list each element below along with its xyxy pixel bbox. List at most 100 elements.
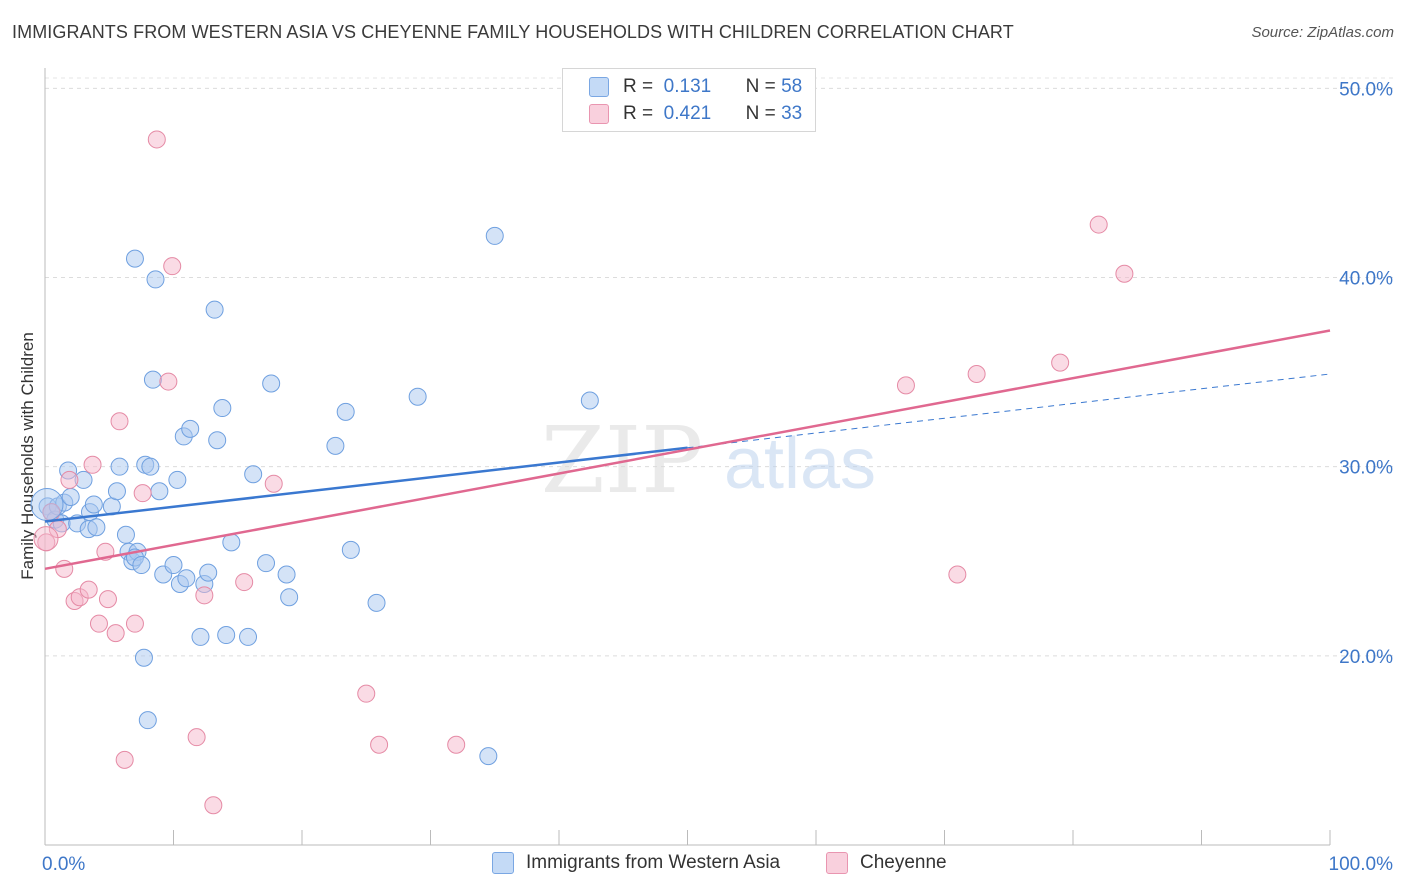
point-cheyenne-11 bbox=[98, 590, 117, 609]
point-cheyenne-edge bbox=[33, 526, 59, 552]
point-cheyenne-16 bbox=[133, 484, 152, 503]
point-western-asia-12 bbox=[84, 495, 103, 514]
point-western-asia-51 bbox=[326, 436, 345, 455]
point-western-asia-47 bbox=[257, 554, 276, 573]
r-label: R = bbox=[623, 76, 654, 97]
x-tick-label-max: 100.0% bbox=[1329, 854, 1394, 875]
point-western-asia-31 bbox=[164, 556, 183, 575]
point-western-asia-45 bbox=[239, 627, 258, 646]
point-cheyenne-14 bbox=[115, 750, 134, 769]
watermark-zip: ZIP bbox=[541, 407, 703, 514]
legend-swatch-pink bbox=[826, 852, 848, 874]
point-western-asia-26 bbox=[141, 457, 160, 476]
point-western-asia-29 bbox=[150, 482, 169, 501]
point-western-asia-35 bbox=[181, 419, 200, 438]
legend-row-western-asia: R = 0.131 N = 58 bbox=[589, 74, 802, 100]
y-tick-label-40: 40.0% bbox=[1339, 269, 1393, 290]
y-tick-label-20: 20.0% bbox=[1339, 647, 1393, 668]
point-western-asia-24 bbox=[134, 648, 153, 667]
point-western-asia-39 bbox=[199, 563, 218, 582]
point-cheyenne-4 bbox=[60, 470, 79, 489]
point-western-asia-52 bbox=[336, 402, 355, 421]
point-western-asia-57 bbox=[485, 226, 504, 245]
point-cheyenne-8 bbox=[83, 455, 102, 474]
point-cheyenne-21 bbox=[195, 586, 214, 605]
chart-title: IMMIGRANTS FROM WESTERN ASIA VS CHEYENNE… bbox=[12, 22, 1014, 42]
point-western-asia-48 bbox=[262, 374, 281, 393]
series-legend: Immigrants from Western Asia Cheyenne bbox=[0, 852, 1406, 878]
point-western-asia-41 bbox=[208, 431, 227, 450]
point-western-asia-27 bbox=[143, 370, 162, 389]
legend-item-cheyenne: Cheyenne bbox=[826, 852, 947, 874]
point-western-asia-7 bbox=[61, 487, 80, 506]
point-western-asia-edge bbox=[30, 488, 64, 522]
point-cheyenne-24 bbox=[264, 474, 283, 493]
trend-lines bbox=[44, 329, 1331, 571]
point-western-asia-32 bbox=[168, 470, 187, 489]
data-points bbox=[30, 130, 1134, 815]
axes bbox=[44, 68, 1331, 846]
point-western-asia-37 bbox=[191, 627, 210, 646]
point-western-asia-56 bbox=[479, 747, 498, 766]
point-cheyenne-13 bbox=[110, 412, 129, 431]
point-western-asia-50 bbox=[280, 588, 299, 607]
point-western-asia-17 bbox=[116, 525, 135, 544]
r-value: 0.421 bbox=[663, 103, 712, 124]
point-cheyenne-32 bbox=[1089, 215, 1108, 234]
point-western-asia-42 bbox=[213, 399, 232, 418]
n-value: 58 bbox=[781, 76, 803, 97]
legend-label: Cheyenne bbox=[860, 852, 947, 873]
correlation-legend: R = 0.131 N = 58 R = 0.421 N = 33 bbox=[562, 68, 816, 132]
point-cheyenne-25 bbox=[357, 684, 376, 703]
point-western-asia-23 bbox=[132, 556, 151, 575]
point-western-asia-13 bbox=[87, 518, 106, 537]
point-cheyenne-28 bbox=[896, 376, 915, 395]
x-tick-label-min: 0.0% bbox=[42, 854, 85, 875]
point-cheyenne-7 bbox=[79, 580, 98, 599]
point-cheyenne-19 bbox=[163, 257, 182, 276]
n-label: N = bbox=[745, 103, 776, 124]
point-western-asia-15 bbox=[107, 482, 126, 501]
legend-label: Immigrants from Western Asia bbox=[526, 852, 781, 873]
point-cheyenne-26 bbox=[370, 735, 389, 754]
point-cheyenne-9 bbox=[89, 614, 108, 633]
point-cheyenne-29 bbox=[948, 565, 967, 584]
point-cheyenne-15 bbox=[125, 614, 144, 633]
legend-swatch-pink bbox=[589, 104, 609, 124]
n-value: 33 bbox=[781, 103, 803, 124]
point-western-asia-53 bbox=[341, 540, 360, 559]
gridlines bbox=[45, 77, 1395, 657]
legend-row-cheyenne: R = 0.421 N = 33 bbox=[589, 101, 802, 127]
point-western-asia-54 bbox=[367, 593, 386, 612]
r-label: R = bbox=[623, 103, 654, 124]
y-tick-label-50: 50.0% bbox=[1339, 79, 1393, 100]
r-value: 0.131 bbox=[663, 76, 712, 97]
point-western-asia-20 bbox=[125, 249, 144, 268]
n-label: N = bbox=[745, 76, 776, 97]
point-cheyenne-18 bbox=[159, 372, 178, 391]
point-cheyenne-31 bbox=[1051, 353, 1070, 372]
point-cheyenne-23 bbox=[235, 573, 254, 592]
point-western-asia-55 bbox=[408, 387, 427, 406]
source-credit: Source: ZipAtlas.com bbox=[1251, 24, 1394, 41]
point-cheyenne-12 bbox=[106, 624, 125, 643]
point-cheyenne-22 bbox=[204, 796, 223, 815]
legend-item-western-asia: Immigrants from Western Asia bbox=[492, 852, 780, 874]
point-cheyenne-30 bbox=[967, 365, 986, 383]
point-western-asia-49 bbox=[277, 565, 296, 584]
point-cheyenne-17 bbox=[147, 130, 166, 149]
point-western-asia-43 bbox=[217, 626, 236, 645]
tick-labels: 20.0% 30.0% 40.0% 50.0% 0.0% 100.0% bbox=[42, 79, 1393, 875]
point-cheyenne-3 bbox=[55, 559, 74, 578]
point-western-asia-16 bbox=[110, 457, 129, 476]
point-cheyenne-20 bbox=[187, 728, 206, 747]
point-western-asia-36 bbox=[177, 569, 196, 588]
legend-swatch-blue bbox=[589, 77, 609, 97]
point-western-asia-40 bbox=[205, 300, 224, 319]
trend-extension-western-asia bbox=[687, 373, 1331, 449]
trend-line-western-asia bbox=[44, 446, 688, 523]
point-western-asia-46 bbox=[244, 465, 263, 484]
point-western-asia-59 bbox=[138, 711, 157, 730]
point-western-asia-28 bbox=[146, 270, 165, 289]
